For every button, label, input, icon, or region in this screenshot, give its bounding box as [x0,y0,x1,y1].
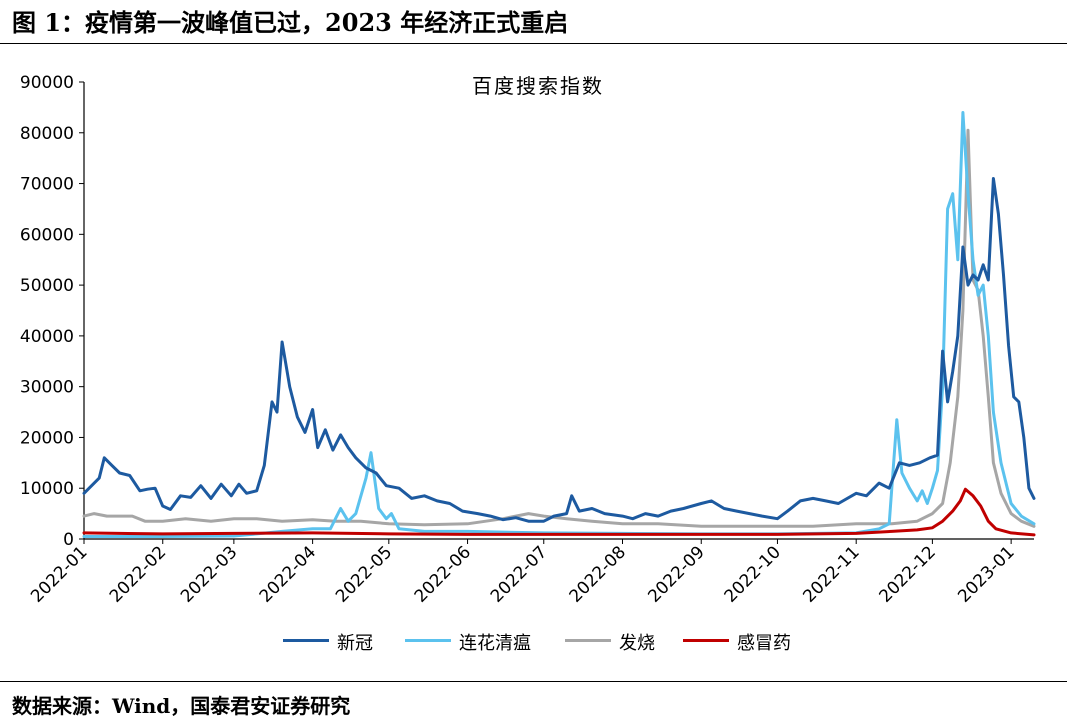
x-tick-label: 2022-09 [644,542,708,606]
x-tick-label: 2022-08 [566,542,630,606]
legend-label-series-3: 发烧 [619,633,655,654]
y-tick-label: 60000 [20,225,74,245]
x-tick-label: 2022-02 [106,542,170,606]
x-tick-label: 2022-06 [411,542,475,606]
x-tick-label: 2022-04 [256,542,320,606]
bottom-divider [0,681,1067,682]
y-tick-label: 70000 [20,175,74,195]
legend-label-series-1: 新冠 [337,633,373,654]
series-line-1 [82,177,1036,523]
legend-item-series-4: 感冒药 [683,629,791,654]
series-line-4 [82,487,1036,537]
source-note: 数据来源：Wind，国泰君安证券研究 [12,694,351,718]
y-tick-label: 90000 [20,73,74,93]
y-tick-label: 80000 [20,124,74,144]
x-tick-label: 2022-01 [27,542,91,606]
x-tick-label: 2022-07 [487,542,551,606]
y-tick-label: 0 [63,530,74,550]
legend-label-series-4: 感冒药 [737,633,791,654]
series-line-2 [82,111,1036,538]
legend-item-series-1: 新冠 [283,629,373,654]
legend-swatch-series-4 [683,638,729,642]
x-tick-label: 2023-01 [954,542,1018,606]
top-divider [0,43,1067,44]
y-tick-label: 40000 [20,327,74,347]
x-tick-label: 2022-10 [721,542,785,606]
x-tick-label: 2022-11 [799,542,863,606]
legend-item-series-2: 连花清瘟 [405,629,531,654]
legend-swatch-series-3 [565,638,611,642]
legend-swatch-series-2 [405,638,451,642]
x-tick-label: 2022-03 [177,542,241,606]
series-line-3 [82,128,1036,528]
y-tick-label: 30000 [20,378,74,398]
x-tick-label: 2022-05 [332,542,396,606]
legend-label-series-2: 连花清瘟 [459,633,531,654]
y-tick-label: 10000 [20,479,74,499]
chart-title: 百度搜索指数 [472,74,604,98]
y-tick-label: 50000 [20,276,74,296]
x-tick-label: 2022-12 [876,542,940,606]
legend-swatch-series-1 [283,638,329,642]
y-tick-label: 20000 [20,428,74,448]
figure-title: 图 1：疫情第一波峰值已过，2023 年经济正式重启 [12,8,569,37]
legend-item-series-3: 发烧 [565,629,655,654]
